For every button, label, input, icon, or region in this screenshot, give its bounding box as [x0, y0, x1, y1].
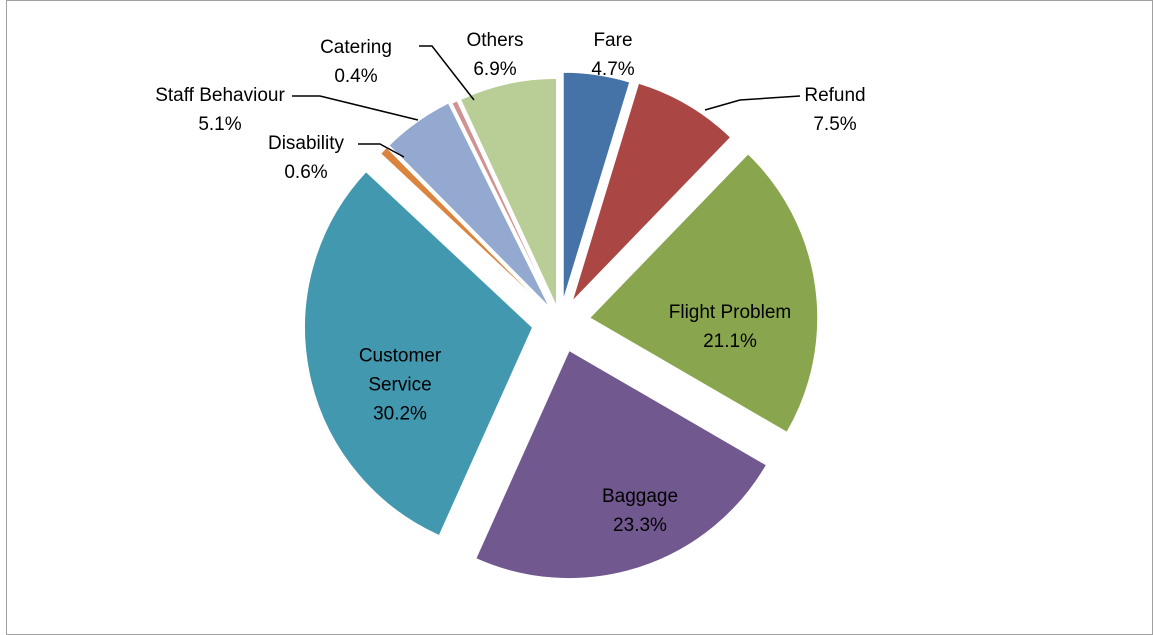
slice-label: Flight Problem 21.1% — [669, 298, 792, 356]
slice-label: Baggage 23.3% — [602, 482, 678, 540]
leader-lines — [292, 45, 801, 158]
category-label: Flight Problem — [668, 302, 792, 323]
value-label: 0.6% — [284, 162, 328, 183]
value-label: 5.1% — [198, 114, 242, 135]
pie-slice — [571, 82, 732, 302]
slice-label: Refund 7.5% — [804, 81, 865, 139]
value-label: 30.2% — [373, 403, 427, 425]
slice-label: Catering 0.4% — [320, 33, 392, 91]
category-label: Fare — [593, 30, 633, 51]
value-label: 4.7% — [591, 59, 635, 80]
category-label: Others — [466, 30, 524, 51]
pie-slice — [459, 77, 558, 307]
leader-line — [358, 143, 405, 158]
category-label: Customer Service — [358, 345, 442, 396]
value-label: 6.9% — [473, 59, 517, 80]
leader-line — [292, 95, 419, 121]
leader-line — [704, 95, 801, 111]
pie-slice — [451, 100, 554, 308]
value-label: 23.3% — [613, 515, 667, 536]
slice-label: Others 6.9% — [466, 26, 523, 84]
leader-line — [419, 45, 475, 101]
pie-slice — [588, 153, 819, 433]
category-label: Disability — [267, 133, 345, 154]
slice-label: Fare 4.7% — [591, 26, 634, 84]
value-label: 0.4% — [334, 66, 378, 87]
category-label: Staff Behaviour — [155, 85, 285, 106]
slice-label: Disability 0.6% — [268, 129, 344, 187]
category-label: Refund — [804, 85, 866, 106]
category-label: Catering — [320, 37, 392, 58]
pie-slice — [304, 171, 534, 537]
pie-slice — [388, 102, 550, 308]
slice-label: Customer Service 30.2% — [345, 342, 455, 429]
slice-label: Staff Behaviour 5.1% — [155, 81, 285, 139]
value-label: 21.1% — [703, 331, 757, 352]
value-label: 7.5% — [813, 114, 857, 135]
pie-slice — [475, 349, 768, 580]
pie-slice — [562, 71, 631, 301]
category-label: Baggage — [601, 486, 679, 507]
